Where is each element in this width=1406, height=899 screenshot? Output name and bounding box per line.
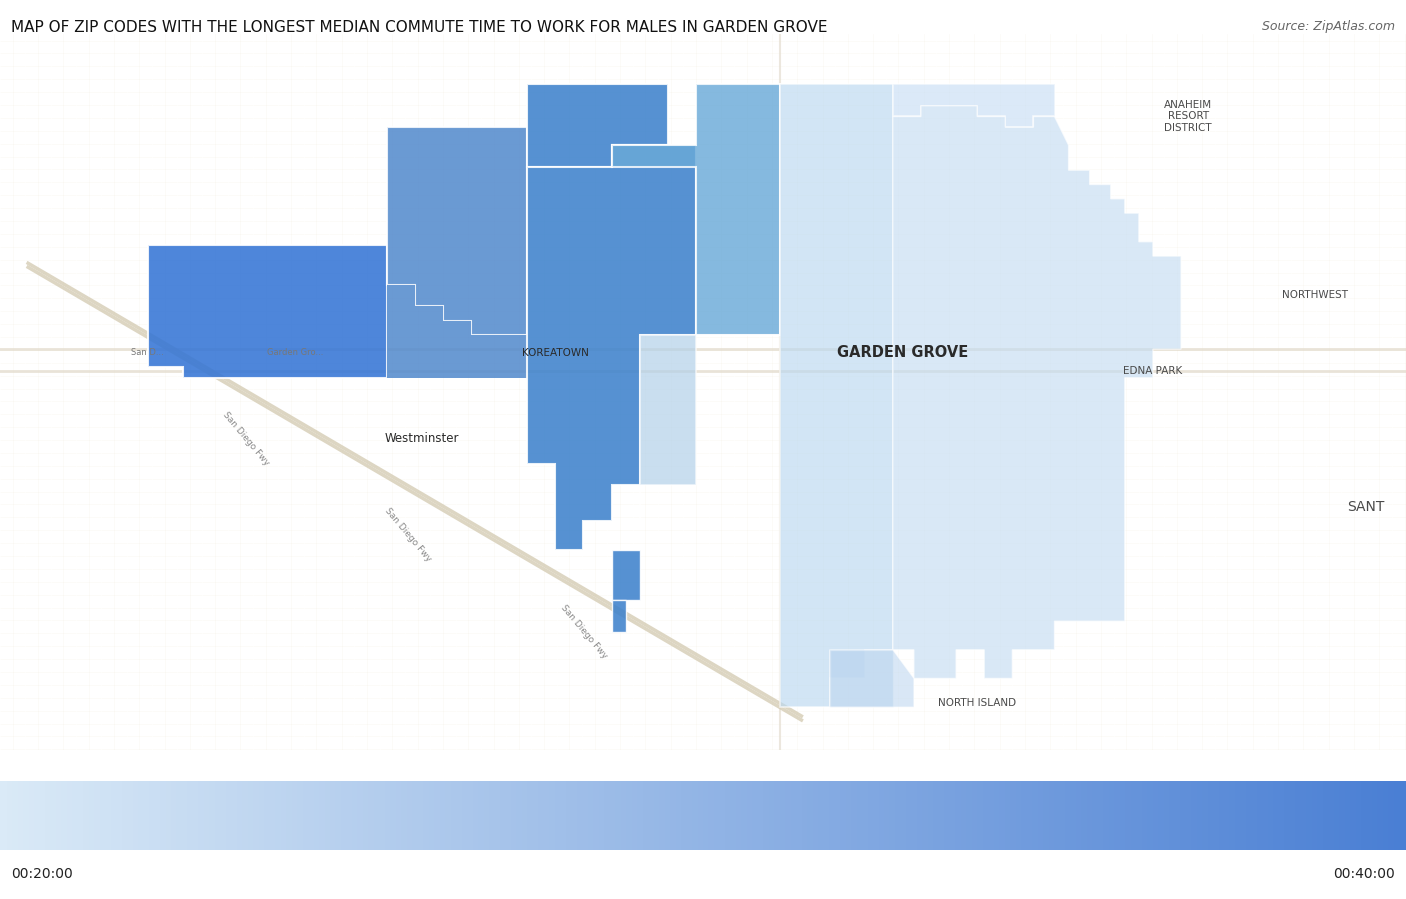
Text: San Diego Fwy: San Diego Fwy <box>221 410 271 467</box>
Text: San D...: San D... <box>131 348 165 357</box>
Polygon shape <box>640 85 780 521</box>
Polygon shape <box>387 128 527 334</box>
Text: 00:40:00: 00:40:00 <box>1333 867 1395 881</box>
Text: SANT: SANT <box>1347 500 1385 513</box>
Polygon shape <box>830 650 893 708</box>
Text: KOREATOWN: KOREATOWN <box>522 348 589 358</box>
Text: NORTH ISLAND: NORTH ISLAND <box>938 699 1017 708</box>
Polygon shape <box>612 85 780 334</box>
Text: ANAHEIM
RESORT
DISTRICT: ANAHEIM RESORT DISTRICT <box>1164 100 1212 133</box>
Polygon shape <box>612 600 626 632</box>
Text: Garden Gro...: Garden Gro... <box>267 348 323 357</box>
Polygon shape <box>893 106 1181 679</box>
Polygon shape <box>612 549 640 600</box>
Text: NORTHWEST: NORTHWEST <box>1282 290 1347 300</box>
Text: Westminster: Westminster <box>385 432 458 445</box>
Text: GARDEN GROVE: GARDEN GROVE <box>837 345 967 360</box>
Polygon shape <box>527 85 668 166</box>
Text: EDNA PARK: EDNA PARK <box>1123 366 1182 376</box>
Text: 00:20:00: 00:20:00 <box>11 867 73 881</box>
Polygon shape <box>527 145 696 549</box>
Polygon shape <box>148 245 387 378</box>
Text: Source: ZipAtlas.com: Source: ZipAtlas.com <box>1261 20 1395 32</box>
Text: San Diego Fwy: San Diego Fwy <box>558 603 609 661</box>
Polygon shape <box>830 650 914 708</box>
Polygon shape <box>780 85 893 708</box>
Polygon shape <box>387 285 527 378</box>
Text: MAP OF ZIP CODES WITH THE LONGEST MEDIAN COMMUTE TIME TO WORK FOR MALES IN GARDE: MAP OF ZIP CODES WITH THE LONGEST MEDIAN… <box>11 20 828 35</box>
Text: San Diego Fwy: San Diego Fwy <box>382 507 433 564</box>
Polygon shape <box>893 85 1054 128</box>
